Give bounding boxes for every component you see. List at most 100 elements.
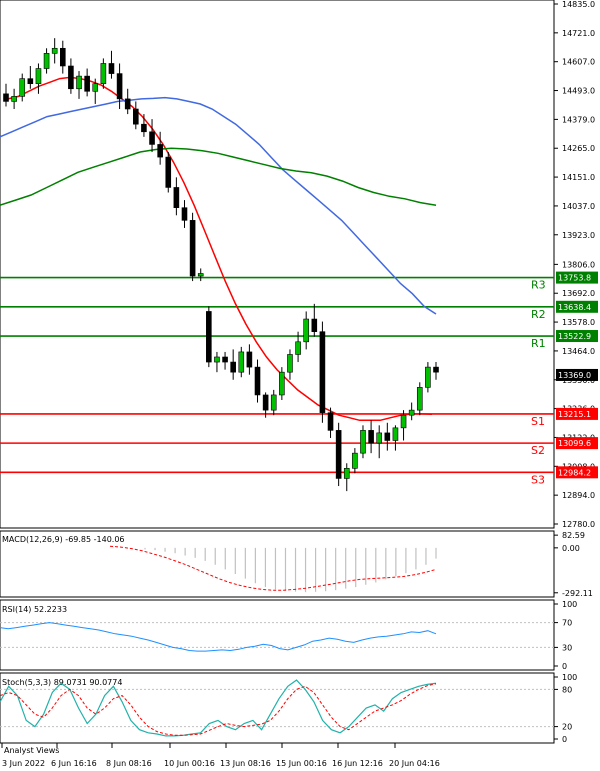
indicator-tick-label: 0 xyxy=(562,662,567,671)
candle-body xyxy=(141,123,147,133)
current-price-box xyxy=(556,368,598,381)
indicator-tick-label: 100 xyxy=(562,600,577,609)
candle-body xyxy=(400,414,407,429)
candle-body xyxy=(408,409,415,416)
price-axis: 14835.0 14721.0 14607.0 14493.0 14379.0 14265… xyxy=(554,0,595,529)
macd-signal-line xyxy=(109,545,437,591)
candle-body xyxy=(238,351,245,373)
candle-body xyxy=(279,371,285,396)
candle-body xyxy=(295,341,301,355)
candle-body xyxy=(189,220,196,277)
indicator-tick-label: 30 xyxy=(562,643,572,652)
candle-body xyxy=(262,394,269,411)
price-tick-label: 14265.0 xyxy=(562,144,595,153)
price-tick-label: 14835.0 xyxy=(562,0,595,9)
level-price-box xyxy=(556,330,598,343)
candle-body xyxy=(76,75,82,90)
indicator-label: MACD(12,26,9) -69.85 -140.06 xyxy=(2,535,125,544)
level-price-label: 12984.2 xyxy=(558,468,591,477)
price-tick-label: 14037.0 xyxy=(562,202,595,211)
price-tick-label: 13923.0 xyxy=(562,231,595,240)
candle-body xyxy=(84,75,90,92)
candle-body xyxy=(319,331,326,413)
time-tick-label: 20 Jun 04:16 xyxy=(389,759,440,768)
price-tick-label: 14493.0 xyxy=(562,87,595,96)
price-tick-label: 14721.0 xyxy=(562,29,595,38)
level-name-s3: S3 xyxy=(531,473,545,486)
candle-body xyxy=(287,354,293,373)
stoch-signal-line xyxy=(0,683,437,736)
candle-body xyxy=(11,96,17,102)
time-axis: 3 Jun 2022 6 Jun 16:16 8 Jun 08:16 10 Jun 0… xyxy=(1,743,440,768)
indicator-tick-label: 0 xyxy=(562,735,567,744)
candle-body xyxy=(68,65,74,90)
price-tick-label: 14151.0 xyxy=(562,173,595,182)
level-price-label: 13215.1 xyxy=(558,410,591,419)
candle-body xyxy=(124,98,131,110)
candle-body xyxy=(43,53,50,69)
macd-panel-frame xyxy=(0,530,555,598)
level-name-r2: R2 xyxy=(531,308,546,321)
level-name-s1: S1 xyxy=(531,415,545,428)
moving-average-line xyxy=(0,147,437,206)
candle-body xyxy=(384,432,391,441)
candlesticks xyxy=(3,38,439,492)
candle-body xyxy=(108,63,115,74)
macd-indicator: MACD(12,26,9) -69.85 -140.06 82.59 0.00 -29… xyxy=(2,531,593,598)
candle-body xyxy=(157,144,163,158)
indicator-tick-label: 82.59 xyxy=(562,531,585,540)
current-price-label: 13369.0 xyxy=(558,371,591,380)
rsi-panel-frame xyxy=(0,599,555,671)
candle-body xyxy=(197,273,204,277)
candle-body xyxy=(214,356,220,363)
candle-body xyxy=(181,207,188,221)
candle-body xyxy=(327,412,334,431)
candle-body xyxy=(343,468,350,479)
stoch-indicator: Stoch(5,3,3) 89.0731 90.0774 100 80 20 0 xyxy=(0,673,577,744)
price-tick-label: 13578.0 xyxy=(562,318,595,327)
time-tick-label: 10 Jun 00:16 xyxy=(164,759,215,768)
price-tick-label: 12894.0 xyxy=(562,491,595,500)
candle-body xyxy=(368,430,374,444)
candle-body xyxy=(425,366,431,388)
candle-body xyxy=(51,47,58,54)
level-name-s2: S2 xyxy=(531,444,545,457)
price-tick-label: 12780.0 xyxy=(562,520,595,529)
candle-body xyxy=(303,318,309,343)
level-price-label: 13753.8 xyxy=(558,274,591,283)
moving-average-line xyxy=(0,96,437,315)
candle-body xyxy=(27,78,34,85)
rsi-indicator: RSI(14) 52.2233 100 70 30 0 xyxy=(0,600,577,671)
time-tick-label: 15 Jun 00:16 xyxy=(276,759,327,768)
level-price-label: 13522.9 xyxy=(558,332,591,341)
candle-body xyxy=(3,93,9,102)
level-price-label: 13099.6 xyxy=(558,439,591,448)
candle-body xyxy=(165,156,172,188)
candle-body xyxy=(230,361,236,373)
candle-body xyxy=(116,73,123,100)
time-tick-label: 3 Jun 2022 xyxy=(2,759,45,768)
candle-body xyxy=(254,366,261,396)
level-price-box xyxy=(556,466,598,479)
indicator-label: RSI(14) 52.2233 xyxy=(2,605,67,614)
level-price-label: 13638.4 xyxy=(558,303,591,312)
level-price-box xyxy=(556,407,598,420)
candle-body xyxy=(59,47,66,67)
time-tick-label: 8 Jun 08:16 xyxy=(106,759,152,768)
candle-body xyxy=(92,83,99,92)
candle-body xyxy=(222,356,228,363)
price-tick-label: 13464.0 xyxy=(562,347,595,356)
candle-body xyxy=(173,187,180,208)
current-price: 13369.0 xyxy=(556,368,598,381)
candle-body xyxy=(35,68,42,85)
candle-body xyxy=(335,430,342,479)
level-price-box xyxy=(556,437,598,450)
pivot-levels: R3 13753.8 R2 13638.4 R1 13522.9 S1 13215.1 S2 13… xyxy=(0,271,598,486)
candle-body xyxy=(311,318,318,332)
indicator-tick-label: 70 xyxy=(562,619,572,628)
candle-body xyxy=(206,311,212,363)
candle-body xyxy=(416,387,423,411)
indicator-tick-label: 20 xyxy=(562,723,572,732)
indicator-tick-label: 80 xyxy=(562,685,572,694)
